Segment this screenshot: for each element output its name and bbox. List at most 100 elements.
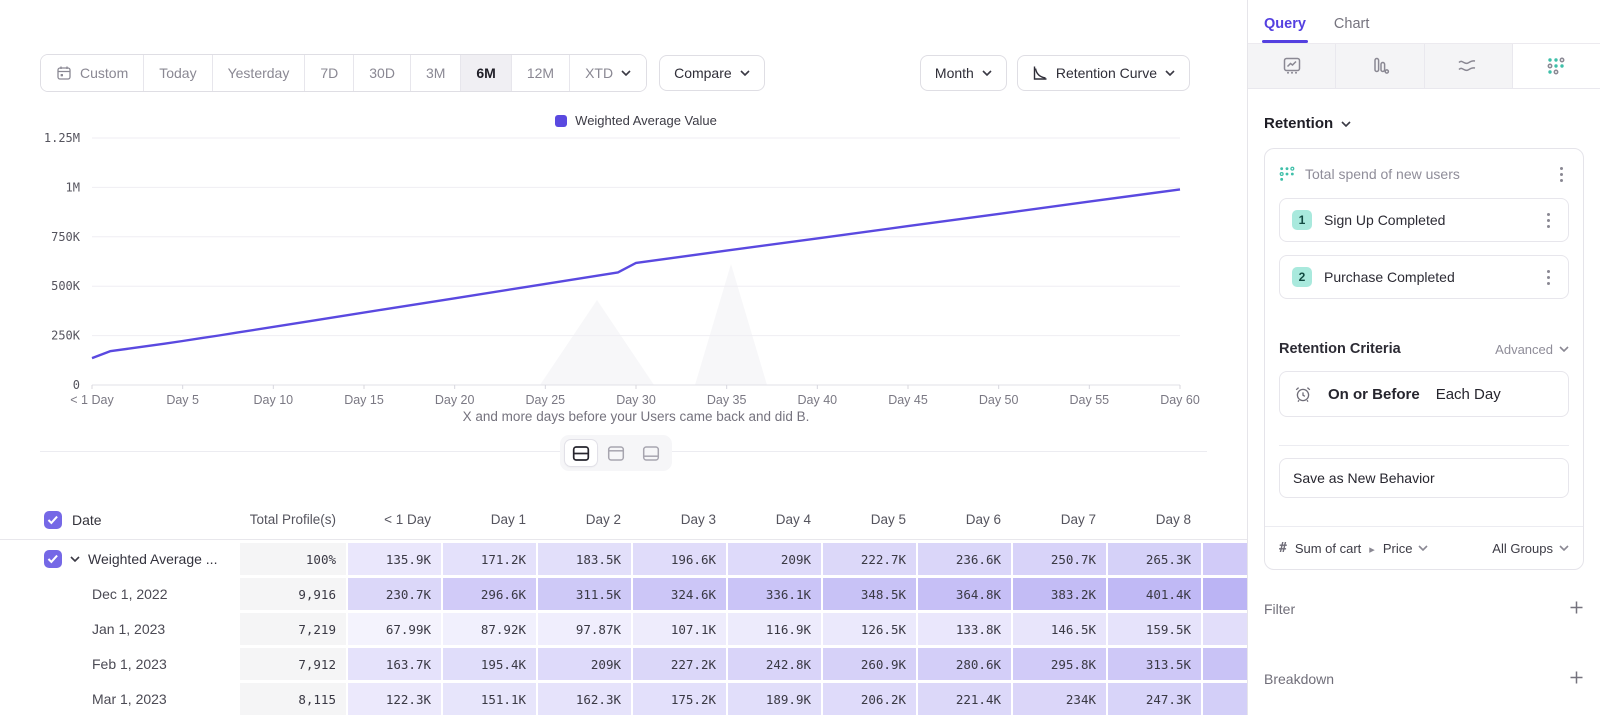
retention-value-cell: 196.6K bbox=[633, 543, 726, 575]
view-toggle-table-bottom-view[interactable] bbox=[635, 440, 667, 466]
retention-curve-icon bbox=[1032, 65, 1048, 81]
insights-icon bbox=[1282, 57, 1302, 75]
frequency-label: Each Day bbox=[1436, 386, 1501, 403]
retention-value-cell: 348.5K bbox=[823, 578, 916, 610]
column-header[interactable]: Day 8 bbox=[1108, 512, 1201, 527]
toolbar-right: Month Retention Curve bbox=[920, 55, 1190, 91]
column-header[interactable]: Day 6 bbox=[918, 512, 1011, 527]
tab-flows[interactable] bbox=[1425, 44, 1513, 88]
compare-label: Compare bbox=[674, 65, 732, 81]
column-header[interactable]: Day 4 bbox=[728, 512, 821, 527]
groups-selector[interactable]: All Groups bbox=[1492, 541, 1569, 556]
tab-insights[interactable] bbox=[1248, 44, 1336, 88]
granularity-button[interactable]: Month bbox=[920, 55, 1007, 91]
view-toggle-chart-top-view[interactable] bbox=[600, 440, 632, 466]
retention-value-cell: 133.8K bbox=[918, 613, 1011, 645]
tab-chart[interactable]: Chart bbox=[1334, 16, 1369, 43]
column-header[interactable]: < 1 Day bbox=[348, 512, 441, 527]
total-profiles-cell: 7,912 bbox=[240, 648, 346, 680]
measurement-label: Retention bbox=[1264, 115, 1333, 132]
metric-selector[interactable]: Sum of cart Price bbox=[1295, 541, 1484, 556]
clipped-value-cell bbox=[1203, 613, 1247, 645]
column-header[interactable]: Day 1 bbox=[443, 512, 536, 527]
range-12m[interactable]: 12M bbox=[512, 55, 570, 91]
x-axis-tick-label: Day 20 bbox=[435, 393, 475, 407]
retention-icon bbox=[1547, 57, 1565, 75]
behavior-card: Total spend of new users 1 Sign Up Compl… bbox=[1264, 148, 1584, 570]
x-axis-tick-label: Day 55 bbox=[1070, 393, 1110, 407]
view-toggle-split-view[interactable] bbox=[565, 440, 597, 466]
analysis-type-tabs bbox=[1248, 44, 1600, 89]
date-range-control: CustomTodayYesterday7D30D3M6M12MXTD bbox=[40, 54, 647, 92]
range-6m[interactable]: 6M bbox=[461, 55, 511, 91]
range-30d[interactable]: 30D bbox=[354, 55, 411, 91]
groups-label: All Groups bbox=[1492, 541, 1553, 556]
retention-value-cell: 171.2K bbox=[443, 543, 536, 575]
column-header[interactable]: Day 3 bbox=[633, 512, 726, 527]
filter-section[interactable]: Filter bbox=[1264, 600, 1584, 618]
retention-value-cell: 126.5K bbox=[823, 613, 916, 645]
measurement-selector[interactable]: Retention bbox=[1264, 115, 1584, 132]
range-custom[interactable]: Custom bbox=[41, 55, 144, 91]
retention-value-cell: 236.6K bbox=[918, 543, 1011, 575]
panel-tabs: Query Chart bbox=[1248, 0, 1600, 44]
range-yesterday[interactable]: Yesterday bbox=[213, 55, 306, 91]
chart-type-button[interactable]: Retention Curve bbox=[1017, 55, 1190, 91]
table-row[interactable]: Feb 1, 20237,912163.7K195.4K209K227.2K24… bbox=[0, 645, 1247, 680]
y-axis-tick-label: 500K bbox=[51, 279, 81, 293]
numeric-type-icon: # bbox=[1279, 541, 1287, 556]
criteria-mode-selector[interactable]: Advanced bbox=[1495, 342, 1569, 357]
chevron-down-icon bbox=[1341, 121, 1351, 127]
criteria-condition-row[interactable]: On or Before Each Day bbox=[1279, 371, 1569, 417]
x-axis-tick-label: Day 50 bbox=[979, 393, 1019, 407]
save-as-new-behavior-button[interactable]: Save as New Behavior bbox=[1279, 458, 1569, 498]
range-7d[interactable]: 7D bbox=[305, 55, 354, 91]
retention-value-cell: 242.8K bbox=[728, 648, 821, 680]
column-header[interactable]: Day 5 bbox=[823, 512, 916, 527]
step-menu-button[interactable] bbox=[1540, 266, 1556, 288]
chart-top-view-icon bbox=[607, 445, 625, 462]
y-axis-tick-label: 750K bbox=[51, 230, 81, 244]
row-checkbox[interactable] bbox=[44, 511, 62, 529]
range-today[interactable]: Today bbox=[144, 55, 212, 91]
x-axis-tick-label: < 1 Day bbox=[70, 393, 114, 407]
step-sign-up-completed[interactable]: 1 Sign Up Completed bbox=[1279, 198, 1569, 242]
criteria-heading: Retention Criteria bbox=[1279, 341, 1401, 357]
metric-row: # Sum of cart Price All Groups bbox=[1265, 526, 1583, 569]
table-row[interactable]: Jan 1, 20237,21967.99K87.92K97.87K107.1K… bbox=[0, 610, 1247, 645]
calendar-icon bbox=[56, 65, 72, 81]
column-header[interactable]: Total Profile(s) bbox=[240, 512, 346, 527]
tab-retention[interactable] bbox=[1513, 44, 1600, 88]
chevron-down-icon[interactable] bbox=[70, 556, 80, 562]
column-header[interactable]: Day 2 bbox=[538, 512, 631, 527]
table-row[interactable]: Dec 1, 20229,916230.7K296.6K311.5K324.6K… bbox=[0, 575, 1247, 610]
tab-funnels[interactable] bbox=[1336, 44, 1424, 88]
behavior-menu-button[interactable] bbox=[1553, 163, 1569, 185]
range-xtd[interactable]: XTD bbox=[570, 55, 646, 91]
add-filter-button[interactable] bbox=[1569, 600, 1584, 618]
tab-query[interactable]: Query bbox=[1264, 16, 1306, 43]
chevron-down-icon bbox=[1559, 346, 1569, 352]
breakdown-section[interactable]: Breakdown bbox=[1264, 670, 1584, 688]
retention-value-cell: 146.5K bbox=[1013, 613, 1106, 645]
retention-value-cell: 67.99K bbox=[348, 613, 441, 645]
retention-value-cell: 265.3K bbox=[1108, 543, 1201, 575]
retention-value-cell: 135.9K bbox=[348, 543, 441, 575]
column-header[interactable]: Day 7 bbox=[1013, 512, 1106, 527]
retention-value-cell: 97.87K bbox=[538, 613, 631, 645]
step-menu-button[interactable] bbox=[1540, 209, 1556, 231]
step-purchase-completed[interactable]: 2 Purchase Completed bbox=[1279, 255, 1569, 299]
retention-line-chart[interactable]: 0250K500K750K1M1.25M< 1 DayDay 5Day 10Da… bbox=[0, 132, 1247, 417]
retention-value-cell: 151.1K bbox=[443, 683, 536, 715]
table-row[interactable]: Weighted Average ...100%135.9K171.2K183.… bbox=[0, 540, 1247, 575]
behavior-header: Total spend of new users bbox=[1279, 163, 1569, 185]
table-row[interactable]: Mar 1, 20238,115122.3K151.1K162.3K175.2K… bbox=[0, 680, 1247, 715]
clipped-value-cell bbox=[1203, 683, 1247, 715]
chevron-down-icon bbox=[621, 70, 631, 76]
property-arrow-icon bbox=[1367, 541, 1377, 556]
total-profiles-cell: 7,219 bbox=[240, 613, 346, 645]
row-checkbox[interactable] bbox=[44, 550, 62, 568]
range-3m[interactable]: 3M bbox=[411, 55, 461, 91]
add-breakdown-button[interactable] bbox=[1569, 670, 1584, 688]
compare-button[interactable]: Compare bbox=[659, 55, 765, 91]
